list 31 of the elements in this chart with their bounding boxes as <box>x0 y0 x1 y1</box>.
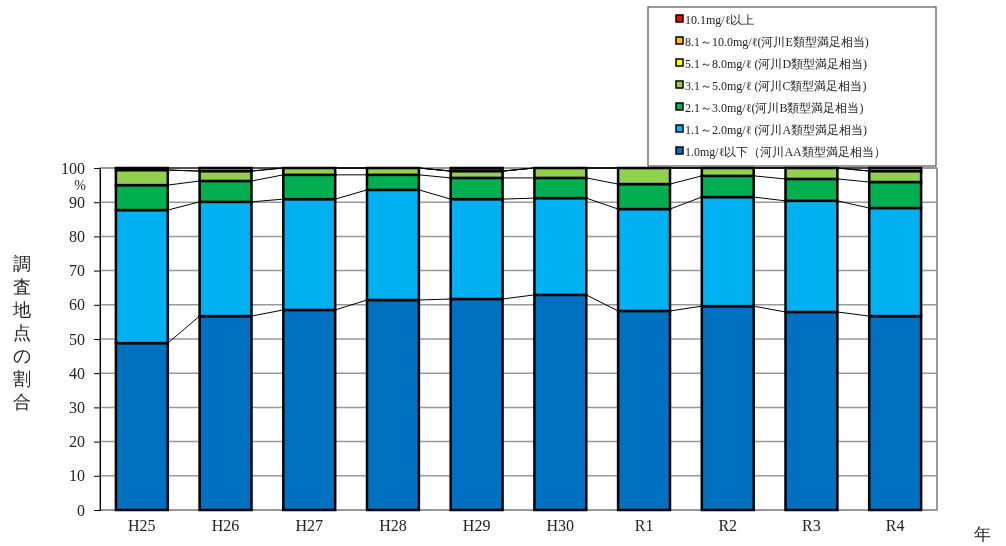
x-tick-label: H26 <box>211 516 240 534</box>
x-tick-label: H28 <box>379 516 407 534</box>
legend-label: 8.1～10.0mg/ℓ(河川E類型満足相当) <box>685 34 869 49</box>
y-tick-label: 70 <box>69 262 85 280</box>
legend-label: 5.1～8.0mg/ℓ (河川D類型満足相当) <box>685 56 868 71</box>
x-tick-label: H25 <box>128 516 156 534</box>
y-tick-label: 80 <box>69 228 85 246</box>
y-tick-label: 30 <box>69 399 85 417</box>
legend-label: 10.1mg/ℓ以上 <box>685 12 755 27</box>
y-tick-label: 50 <box>69 330 85 348</box>
y-tick-label: 0 <box>77 501 85 519</box>
y-tick-label: 40 <box>69 364 85 382</box>
y-tick-label: 100 <box>61 159 85 177</box>
y-tick-label: 90 <box>69 193 85 211</box>
y-tick-label: 10 <box>69 467 85 485</box>
text: % <box>74 178 87 193</box>
x-axis-title: 年 <box>973 525 991 544</box>
legend-label: 1.1～2.0mg/ℓ (河川A類型満足相当) <box>685 122 868 137</box>
x-tick-label: H27 <box>295 516 324 534</box>
y-axis-title: 調査地点の割合 <box>12 254 31 412</box>
legend-label: 1.0mg/ℓ以下（河川AA類型満足相当） <box>685 144 886 159</box>
y-tick-label: 60 <box>69 296 85 314</box>
x-tick-label: H29 <box>462 516 491 534</box>
x-tick-label: R1 <box>634 516 654 534</box>
x-tick-label: R4 <box>885 516 905 534</box>
legend-label: 3.1～5.0mg/ℓ (河川C類型満足相当) <box>685 78 867 93</box>
legend-label: 2.1～3.0mg/ℓ(河川B類型満足相当) <box>685 100 864 115</box>
y-tick-label: 20 <box>69 433 85 451</box>
x-tick-label: R3 <box>802 516 821 534</box>
x-tick-label: H30 <box>546 516 575 534</box>
x-tick-label: R2 <box>718 516 738 534</box>
